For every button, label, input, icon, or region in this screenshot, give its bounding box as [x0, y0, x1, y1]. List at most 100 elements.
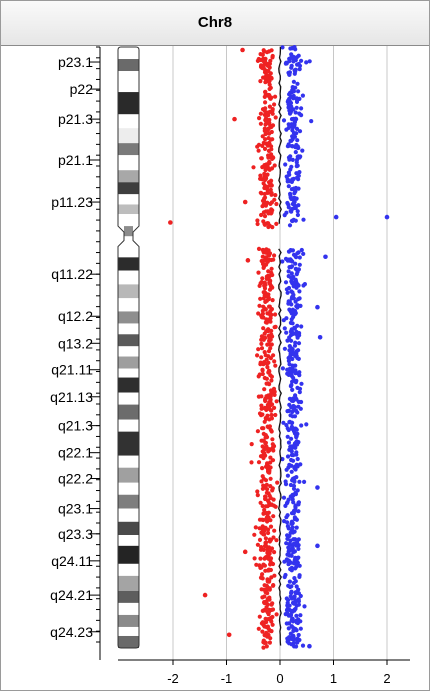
data-point-red: [267, 104, 272, 109]
data-point-blue: [291, 79, 296, 84]
data-point-blue: [284, 330, 289, 335]
chromosome-band: [118, 404, 139, 420]
chromosome-ideogram: [117, 46, 140, 649]
data-point-blue: [299, 113, 304, 118]
chromosome-outline: [117, 46, 140, 649]
chromosome-band: [118, 494, 139, 509]
data-point-red: [270, 298, 275, 303]
data-point-blue: [286, 285, 292, 291]
data-point-red: [256, 460, 262, 465]
data-point-blue: [293, 606, 298, 612]
data-point-red: [263, 106, 268, 111]
data-point-red: [267, 304, 272, 309]
data-point-blue: [297, 289, 302, 294]
data-point-blue: [296, 173, 301, 178]
data-point-red: [264, 357, 269, 362]
data-point-red: [262, 70, 268, 75]
data-point-blue: [293, 503, 298, 508]
data-point-blue: [285, 426, 290, 431]
x-tick-label: 1: [330, 671, 337, 686]
data-point-red: [268, 96, 273, 101]
data-point-red: [262, 222, 267, 227]
data-point-blue: [286, 257, 291, 262]
data-point-blue: [287, 635, 292, 640]
data-point-red: [261, 532, 266, 537]
data-point-red: [270, 123, 276, 128]
data-point-red: [253, 525, 258, 530]
data-point-red: [255, 218, 260, 223]
data-point-red: [261, 426, 266, 431]
data-point-blue: [289, 63, 294, 68]
data-point-blue: [287, 92, 292, 97]
data-point-red: [270, 437, 275, 442]
data-point-blue: [294, 142, 299, 148]
data-point-red: [256, 347, 261, 352]
data-point-red: [266, 553, 271, 558]
data-point-blue: [286, 497, 291, 502]
data-point-red: [259, 545, 264, 550]
chromosome-band: [118, 128, 139, 144]
data-point-red: [266, 113, 271, 118]
data-point-blue: [286, 269, 291, 274]
chromosome-band: [118, 270, 139, 285]
data-point-red: [264, 490, 269, 495]
band-label: p11.23: [51, 194, 93, 210]
data-point-red: [255, 353, 260, 358]
data-point-red: [256, 142, 262, 147]
data-point-blue: [304, 60, 309, 65]
data-point-red: [273, 193, 278, 198]
data-point-blue: [293, 69, 298, 74]
data-point-blue: [290, 379, 295, 384]
chromosome-band: [118, 635, 139, 648]
data-point-red: [257, 614, 262, 619]
data-point-blue: [287, 299, 292, 304]
data-point-red: [269, 257, 274, 263]
data-point-blue: [289, 209, 294, 214]
data-point-blue: [285, 434, 290, 439]
data-point-red: [274, 201, 279, 207]
data-point-red: [269, 602, 274, 607]
data-point-blue: [288, 444, 293, 449]
data-point-red: [261, 511, 266, 516]
band-label: q24.21: [50, 587, 93, 603]
chromosome-band: [118, 508, 139, 522]
data-point-blue: [294, 272, 299, 277]
data-point-red: [269, 144, 274, 149]
data-point-red: [266, 329, 271, 334]
data-point-red: [256, 626, 261, 631]
chromosome-band: [118, 214, 139, 227]
data-point-red: [269, 619, 274, 624]
data-point-blue: [291, 351, 297, 357]
data-point-blue: [287, 335, 292, 340]
data-point-blue: [289, 317, 294, 322]
data-point-red: [263, 568, 268, 573]
data-point-red: [262, 375, 267, 381]
outlier-point: [202, 592, 208, 598]
data-point-blue: [285, 533, 290, 538]
data-point-red: [266, 530, 271, 536]
data-point-red: [264, 644, 269, 649]
data-point-blue: [293, 205, 298, 211]
data-point-blue: [290, 128, 295, 133]
data-point-blue: [291, 116, 296, 121]
data-point-red: [262, 543, 268, 549]
data-point-blue: [285, 200, 290, 206]
data-point-red: [268, 428, 273, 433]
data-point-red: [249, 460, 254, 465]
data-point-blue: [298, 154, 303, 159]
data-point-red: [267, 82, 272, 87]
chromosome-band: [118, 246, 139, 258]
data-point-blue: [284, 501, 290, 506]
data-point-red: [266, 140, 272, 146]
data-point-blue: [293, 626, 298, 631]
data-point-blue: [291, 633, 296, 638]
data-point-blue: [288, 584, 293, 590]
data-point-blue: [287, 542, 292, 547]
data-point-blue: [296, 546, 301, 552]
data-point-blue: [295, 138, 300, 143]
outlier-point: [315, 543, 320, 549]
data-point-red: [257, 116, 262, 121]
data-point-red: [258, 64, 264, 69]
chromosome-band: [118, 59, 139, 72]
data-point-red: [256, 374, 261, 379]
